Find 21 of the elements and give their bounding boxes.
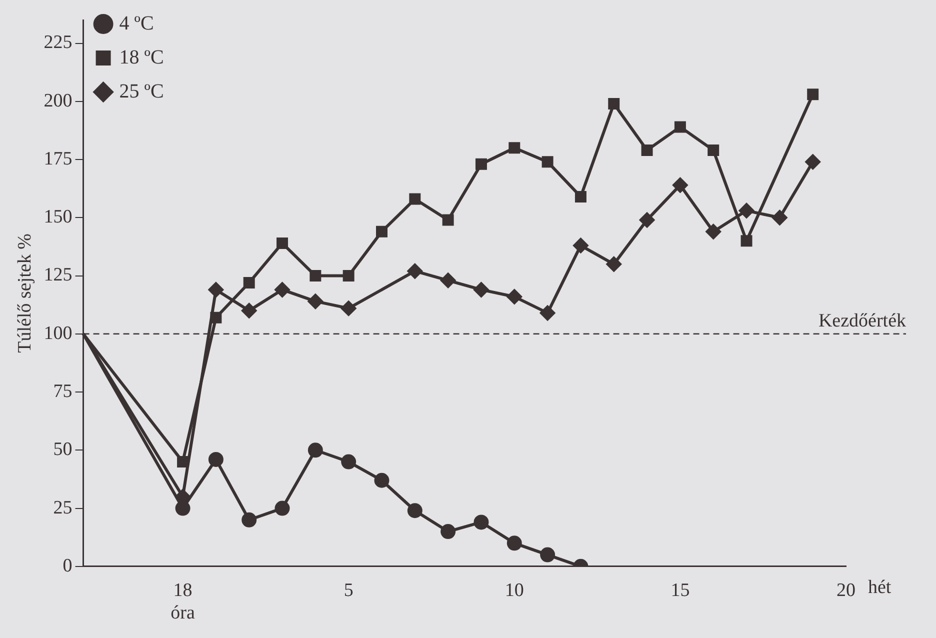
x-tick-label: 18 óra	[170, 580, 196, 624]
y-tick-label: 200	[44, 90, 72, 112]
y-tick-label: 0	[62, 555, 72, 576]
legend-label: 4 ºC	[119, 12, 154, 34]
y-tick-label: 175	[44, 148, 72, 170]
y-axis-title: Túlélő sejtek %	[14, 233, 36, 353]
y-tick-label: 150	[44, 206, 72, 228]
y-tick-label: 125	[44, 264, 72, 286]
y-tick-label: 50	[53, 439, 72, 460]
x-tick-label: 10	[504, 580, 524, 601]
y-tick-label: 25	[53, 497, 72, 518]
y-tick-label: 225	[44, 32, 72, 54]
y-tick-label: 75	[53, 381, 72, 402]
x-axis-title: hét	[868, 576, 892, 598]
legend-label: 25 ºC	[119, 80, 164, 102]
y-tick-label: 100	[44, 322, 72, 344]
x-tick-label: 20	[836, 580, 856, 601]
ref-line-label: Kezdőérték	[818, 310, 906, 332]
x-tick-label: 5	[344, 580, 354, 601]
x-tick-label: 15	[670, 580, 690, 601]
legend-label: 18 ºC	[119, 46, 164, 68]
